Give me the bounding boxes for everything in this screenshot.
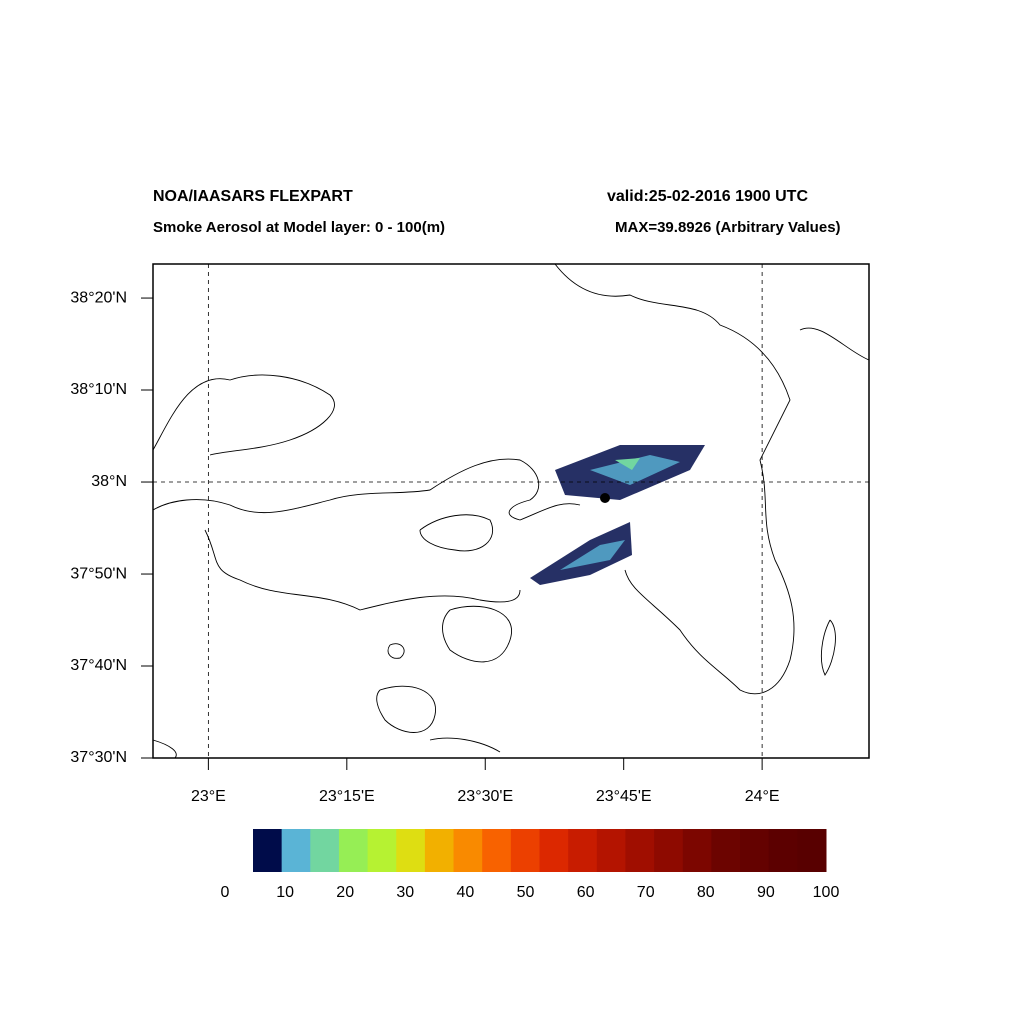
colorbar-label: 30 [396,884,414,901]
valid-time: valid:25-02-2016 1900 UTC [607,188,808,205]
colorbar-swatch [310,829,340,872]
lat-tick-label: 38°10'N [70,381,127,398]
lon-tick-label: 24°E [745,788,780,805]
lon-tick-label: 23°15'E [319,788,375,805]
colorbar-label: 70 [637,884,655,901]
colorbar-label: 100 [813,884,840,901]
colorbar-swatch [453,829,483,872]
colorbar-label: 90 [757,884,775,901]
colorbar-label: 20 [336,884,354,901]
lat-tick-label: 37°40'N [70,657,127,674]
lat-tick-label: 38°20'N [70,289,127,306]
colorbar-swatch [510,829,540,872]
colorbar-swatch [711,829,741,872]
colorbar-swatch [253,829,283,872]
colorbar-swatch [625,829,655,872]
lon-tick-label: 23°45'E [596,788,652,805]
lon-tick-label: 23°E [191,788,226,805]
colorbar-label: 50 [517,884,535,901]
colorbar-swatch [654,829,684,872]
colorbar-label: 40 [457,884,475,901]
colorbar-swatch [797,829,827,872]
colorbar-swatch [740,829,770,872]
colorbar-swatch [281,829,311,872]
colorbar-swatch [568,829,598,872]
colorbar-swatch [682,829,712,872]
max-value: MAX=39.8926 (Arbitrary Values) [615,219,841,236]
lon-tick-label: 23°30'E [457,788,513,805]
colorbar-swatch [424,829,455,872]
colorbar-label: 80 [697,884,715,901]
colorbar-swatch [482,829,512,872]
colorbar-label: 60 [577,884,595,901]
colorbar-swatch [338,829,369,872]
colorbar-swatch [539,829,569,872]
subtitle: Smoke Aerosol at Model layer: 0 - 100(m) [153,219,445,236]
colorbar-label: 10 [276,884,294,901]
coastlines [152,263,870,759]
colorbar-swatch [367,829,397,872]
colorbar-label: 0 [221,884,230,901]
colorbar-swatch [396,829,426,872]
lat-tick-label: 37°30'N [70,749,127,766]
smoke-plume [530,445,705,585]
lat-tick-label: 37°50'N [70,565,127,582]
title: NOA/IAASARS FLEXPART [153,188,353,205]
colorbar-swatch [768,829,798,872]
map-frame [152,263,870,759]
lat-tick-label: 38°N [91,473,127,490]
colorbar-swatch [596,829,626,872]
